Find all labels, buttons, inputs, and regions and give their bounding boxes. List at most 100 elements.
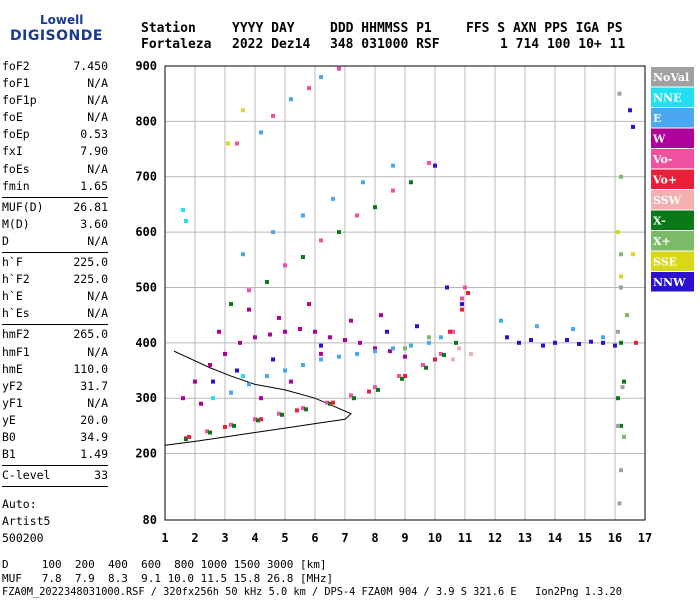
data-point bbox=[617, 501, 622, 506]
parameter-name: foF1p bbox=[2, 93, 37, 108]
data-point bbox=[409, 343, 413, 348]
parameter-row: D N/A bbox=[2, 233, 108, 250]
data-point bbox=[634, 340, 638, 345]
parameter-name: hmF2 bbox=[2, 327, 30, 342]
data-point bbox=[223, 424, 227, 429]
legend-swatch bbox=[651, 87, 694, 107]
data-point bbox=[409, 180, 413, 185]
data-point bbox=[463, 285, 467, 290]
data-point bbox=[565, 338, 569, 343]
data-point bbox=[184, 219, 188, 224]
parameters-panel: foF2 7.450 foF1 N/A foF1p N/A foE N/A foEp 0.53 fx… bbox=[2, 58, 108, 547]
autoscaling-info: 500200 bbox=[2, 531, 44, 546]
x-tick-label: 12 bbox=[488, 531, 502, 545]
data-point bbox=[541, 343, 545, 348]
x-tick-label: 9 bbox=[401, 531, 408, 545]
data-point bbox=[451, 329, 455, 334]
data-point bbox=[433, 163, 437, 168]
data-point bbox=[400, 376, 404, 381]
x-tick-label: 13 bbox=[518, 531, 532, 545]
data-point bbox=[601, 335, 605, 340]
parameter-value: 7.90 bbox=[80, 144, 108, 159]
y-tick-label: 800 bbox=[135, 114, 157, 128]
data-point bbox=[391, 163, 395, 168]
data-point bbox=[283, 263, 287, 268]
x-tick-label: 16 bbox=[608, 531, 622, 545]
data-point bbox=[388, 349, 392, 354]
parameter-row: B1 1.49 bbox=[2, 446, 108, 463]
data-point bbox=[181, 207, 185, 212]
legend-label: NoVal bbox=[653, 71, 689, 84]
data-point bbox=[229, 390, 233, 395]
data-point bbox=[367, 389, 371, 394]
data-point bbox=[355, 213, 359, 218]
data-point bbox=[619, 252, 623, 257]
parameter-name: fmin bbox=[2, 178, 30, 193]
parameter-name: yE bbox=[2, 412, 16, 427]
parameter-name: D bbox=[2, 233, 9, 248]
data-point bbox=[619, 285, 623, 290]
data-point bbox=[617, 91, 622, 96]
parameter-row: h`F2 225.0 bbox=[2, 271, 108, 288]
parameter-value: N/A bbox=[87, 306, 108, 321]
parameter-value: 265.0 bbox=[73, 327, 108, 342]
data-point bbox=[241, 252, 245, 257]
parameter-value: 33 bbox=[94, 468, 108, 483]
logo-bottom-text: DIGISONDE bbox=[10, 28, 103, 44]
data-point bbox=[601, 340, 605, 345]
x-tick-label: 17 bbox=[638, 531, 652, 545]
data-point bbox=[622, 379, 626, 384]
data-point bbox=[385, 329, 389, 334]
parameter-name: foEs bbox=[2, 161, 30, 176]
data-point bbox=[616, 423, 620, 428]
data-point bbox=[229, 302, 233, 307]
data-point bbox=[337, 66, 341, 71]
data-point bbox=[517, 340, 521, 345]
autoscaling-info: Auto: bbox=[2, 497, 37, 512]
data-point bbox=[619, 423, 623, 428]
data-point bbox=[205, 429, 209, 434]
data-point bbox=[448, 329, 452, 334]
plot-frame bbox=[164, 65, 646, 521]
legend-label: X+ bbox=[653, 235, 671, 248]
parameter-row: foF2 7.450 bbox=[2, 58, 108, 75]
legend-label: NNW bbox=[653, 276, 686, 289]
parameter-value: N/A bbox=[87, 395, 108, 410]
parameter-name: C-level bbox=[2, 468, 51, 483]
data-point bbox=[469, 351, 473, 356]
header-value-time: 348 031000 RSF bbox=[330, 37, 440, 52]
x-tick-label: 15 bbox=[578, 531, 592, 545]
data-point bbox=[253, 417, 257, 422]
legend-swatch bbox=[651, 231, 694, 251]
data-point bbox=[271, 113, 275, 118]
data-point bbox=[421, 362, 425, 367]
data-point bbox=[337, 354, 341, 359]
parameter-row: h`E N/A bbox=[2, 288, 108, 305]
parameter-name: h`F bbox=[2, 255, 23, 270]
parameter-row: fmin 1.65 bbox=[2, 178, 108, 195]
parameter-value: 225.0 bbox=[73, 272, 108, 287]
model-profile-curve bbox=[164, 350, 352, 446]
data-point bbox=[376, 387, 380, 392]
data-point bbox=[433, 357, 437, 362]
data-point bbox=[460, 302, 464, 307]
header-label-time: DDD HHMMSS P1 bbox=[330, 21, 432, 36]
data-point bbox=[319, 238, 323, 243]
legend-swatch bbox=[651, 190, 694, 210]
data-point bbox=[208, 430, 212, 435]
digisonde-logo: Lowell DIGISONDE bbox=[8, 8, 118, 52]
parameter-row: foE N/A bbox=[2, 109, 108, 126]
data-point bbox=[415, 324, 419, 329]
parameter-name: M(D) bbox=[2, 216, 30, 231]
data-point bbox=[319, 75, 323, 80]
parameter-value: N/A bbox=[87, 93, 108, 108]
data-point bbox=[256, 418, 260, 423]
x-tick-label: 6 bbox=[311, 531, 318, 545]
parameter-value: 110.0 bbox=[73, 361, 108, 376]
data-point bbox=[289, 379, 293, 384]
data-point bbox=[187, 434, 191, 439]
data-point bbox=[631, 252, 635, 257]
y-tick-label: 900 bbox=[135, 59, 157, 73]
header-value-settings: 1 714 100 10+ 11 bbox=[500, 37, 626, 52]
data-point bbox=[241, 108, 245, 113]
